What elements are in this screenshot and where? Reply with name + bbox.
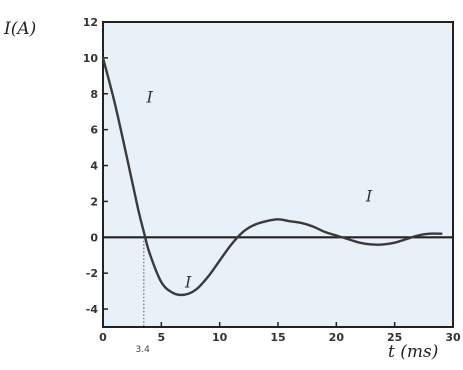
y-tick-label: 6 xyxy=(90,124,98,137)
x-tick-label: 25 xyxy=(387,331,402,344)
series-line-0 xyxy=(101,56,443,297)
plot-area xyxy=(103,22,453,327)
y-tick-label: 2 xyxy=(90,195,98,208)
y-tick-label: -2 xyxy=(86,267,98,280)
x-tick-label: 30 xyxy=(445,331,461,344)
curve-annotation: I xyxy=(184,273,192,292)
marker-label: 3.4 xyxy=(136,345,151,355)
x-tick-label: 10 xyxy=(212,331,228,344)
y-tick-label: -4 xyxy=(86,303,99,316)
x-tick-label: 15 xyxy=(270,331,285,344)
x-tick-label: 5 xyxy=(158,331,166,344)
x-tick-label: 20 xyxy=(329,331,345,344)
y-axis-label: I(A) xyxy=(3,19,36,39)
y-tick-label: 8 xyxy=(90,88,98,101)
y-tick-label: 4 xyxy=(90,160,98,173)
y-tick-label: 12 xyxy=(83,16,98,29)
y-tick-label: 0 xyxy=(90,231,98,244)
x-tick-label: 0 xyxy=(99,331,107,344)
y-tick-label: 10 xyxy=(83,52,99,65)
curve-annotation: I xyxy=(146,88,154,107)
curve-annotation: I xyxy=(365,186,373,205)
x-axis-label: t (ms) xyxy=(388,342,438,362)
